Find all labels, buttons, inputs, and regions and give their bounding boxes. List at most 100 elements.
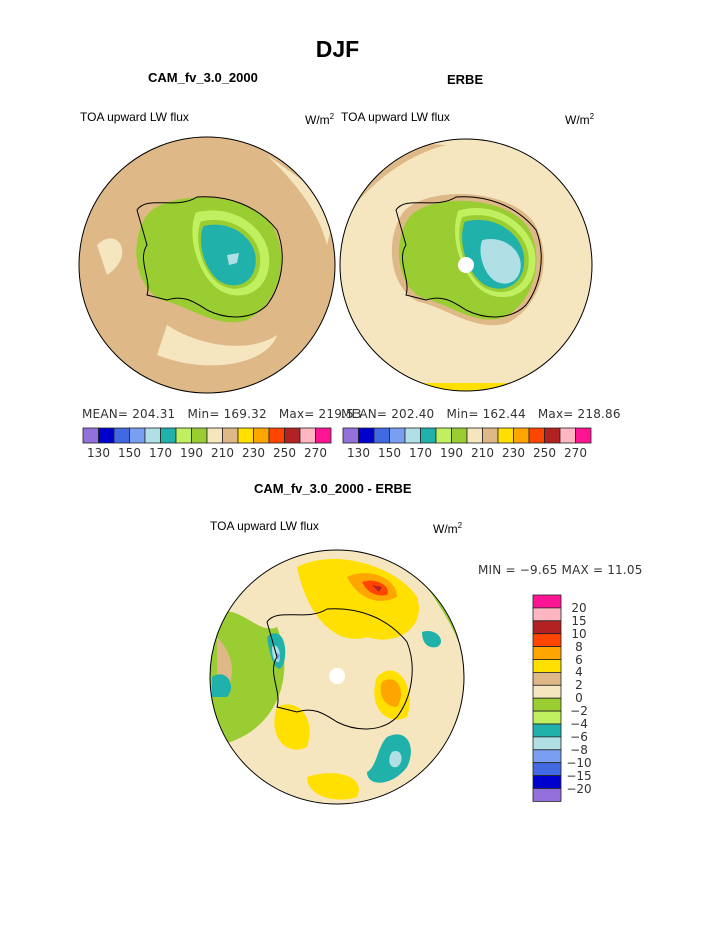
colorbar-box — [342, 427, 359, 444]
contour-region — [274, 558, 419, 800]
colorbar-box — [532, 736, 562, 751]
panel1-variable: TOA upward LW flux — [80, 110, 189, 124]
colorbar-box — [358, 427, 375, 444]
colorbar-box — [144, 427, 161, 444]
colorbar-tick-label: −2 — [570, 704, 588, 719]
colorbar-box — [532, 697, 562, 712]
colorbar-tick-label: 0 — [575, 691, 583, 706]
colorbar-tick-label: 8 — [575, 639, 583, 654]
colorbar-box — [389, 427, 406, 444]
colorbar-box — [532, 672, 562, 686]
contour-region — [212, 630, 442, 783]
colorbar-box — [532, 723, 562, 738]
colorbar-tick-label: 230 — [242, 446, 265, 460]
diff-minmax: MIN = −9.65 MAX = 11.05 — [478, 563, 643, 577]
colorbar-box — [284, 427, 301, 444]
colorbar-tick-label: 6 — [575, 652, 583, 667]
colorbar-tick-label: −20 — [566, 781, 592, 796]
colorbar-box — [532, 788, 562, 802]
coastline-antarctica — [266, 608, 413, 730]
colorbar-box — [175, 427, 192, 444]
colorbar-box — [315, 427, 332, 444]
colorbar-box — [544, 427, 561, 444]
colorbar-box — [420, 427, 437, 444]
map-boundary — [339, 138, 593, 392]
map-boundary — [78, 136, 336, 394]
colorbar-box — [532, 607, 562, 622]
colorbar-box — [532, 710, 562, 725]
colorbar-box — [482, 427, 499, 444]
colorbar-tick-label: 10 — [571, 626, 587, 641]
colorbar-tick-label: 2 — [575, 678, 583, 693]
colorbar-box — [160, 427, 177, 444]
colorbar-box — [222, 427, 239, 444]
colorbar-tick-label: 130 — [87, 446, 110, 460]
colorbar-box — [451, 427, 468, 444]
colorbar-box — [129, 427, 146, 444]
colorbar-box — [113, 427, 130, 444]
diff-variable: TOA upward LW flux — [210, 519, 319, 533]
colorbar-tick-label: 170 — [409, 446, 432, 460]
colorbar-box — [575, 427, 592, 444]
colorbar-tick-label: 210 — [471, 446, 494, 460]
diff-units: W/m2 — [433, 521, 463, 536]
contour-region — [372, 585, 382, 592]
contour-region — [386, 383, 546, 391]
colorbar-box — [373, 427, 390, 444]
colorbar-box — [466, 427, 483, 444]
colorbar-box — [206, 427, 223, 444]
colorbar-tick-label: 190 — [440, 446, 463, 460]
panel1-stats: MEAN= 204.31 Min= 169.32 Max= 219.53 — [82, 407, 362, 421]
figure-title: DJF — [315, 36, 360, 62]
contour-region — [480, 239, 521, 284]
colorbar-tick-label: 20 — [571, 600, 587, 615]
colorbar-box — [237, 427, 254, 444]
colorbar-tick-label: 4 — [575, 665, 583, 680]
contour-region — [210, 550, 464, 747]
colorbar-box — [532, 775, 562, 789]
colorbar-tick-label: 150 — [378, 446, 401, 460]
colorbar-box — [532, 749, 562, 764]
colorbar-tick-label: 270 — [304, 446, 327, 460]
colorbar-tick-label: −15 — [566, 768, 592, 783]
colorbar-tick-label: 270 — [564, 446, 587, 460]
colorbar-box — [435, 427, 452, 444]
colorbar-box — [82, 427, 99, 444]
map-boundary — [209, 549, 465, 805]
colorbar-box — [532, 646, 562, 660]
diff-title: CAM_fv_3.0_2000 - ERBE — [254, 481, 412, 496]
colorbar-tick-label: 250 — [273, 446, 296, 460]
panel1-units: W/m2 — [305, 112, 335, 127]
colorbar-box — [532, 684, 562, 699]
colorbar-tick-label: 210 — [211, 446, 234, 460]
colorbar-tick-label: −10 — [566, 755, 592, 770]
panel1-title: CAM_fv_3.0_2000 — [148, 70, 258, 85]
pole-marker — [458, 257, 474, 273]
colorbar-tick-label: 130 — [347, 446, 370, 460]
m1-contours — [79, 137, 335, 393]
contour-region — [362, 580, 388, 596]
colorbar-box — [497, 427, 514, 444]
colorbar-box — [513, 427, 530, 444]
colorbar-box — [532, 659, 562, 673]
colorbar-box — [98, 427, 115, 444]
colorbar-tick-label: −4 — [570, 717, 588, 731]
panel2-stats: MEAN= 202.40 Min= 162.44 Max= 218.86 — [341, 407, 621, 421]
panel2-units: W/m2 — [565, 112, 595, 127]
colorbar-tick-label: 170 — [149, 446, 172, 460]
colorbar-box — [559, 427, 576, 444]
colorbar-box — [299, 427, 316, 444]
panel2-title: ERBE — [447, 72, 484, 87]
pole-marker — [329, 668, 345, 684]
colorbar-box — [404, 427, 421, 444]
colorbar-box — [528, 427, 545, 444]
colorbar-tick-label: 250 — [533, 446, 556, 460]
colorbar-tick-label: −6 — [570, 729, 588, 744]
colorbar-tick-label: 230 — [502, 446, 525, 460]
contour-region — [347, 573, 402, 707]
colorbar-box — [268, 427, 285, 444]
colorbar-box — [191, 427, 208, 444]
colorbar-tick-label: 15 — [571, 613, 587, 628]
contour-region — [227, 253, 239, 265]
